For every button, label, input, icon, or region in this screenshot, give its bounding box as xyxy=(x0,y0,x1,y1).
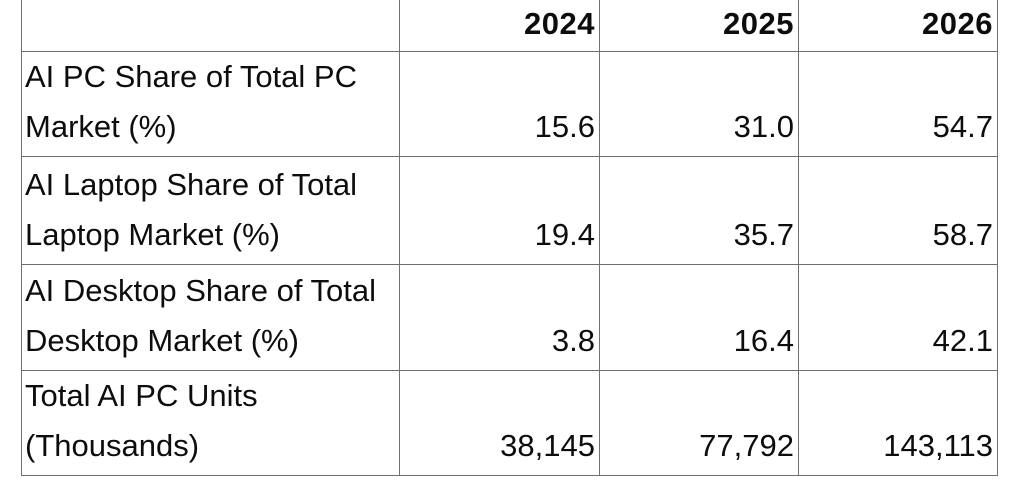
cell-value: 38,145 xyxy=(399,370,600,476)
cell-value: 143,113 xyxy=(798,370,998,476)
header-year-2024: 2024 xyxy=(399,0,600,52)
table-row-ai-desktop-share: AI Desktop Share of Total Desktop Market… xyxy=(21,264,998,371)
row-label: AI Laptop Share of Total Laptop Market (… xyxy=(21,156,400,265)
cell-value: 58.7 xyxy=(798,156,998,265)
header-year-2026: 2026 xyxy=(798,0,998,52)
row-label: AI PC Share of Total PC Market (%) xyxy=(21,51,400,157)
cell-value: 42.1 xyxy=(798,264,998,371)
cell-value: 16.4 xyxy=(599,264,799,371)
cell-value: 19.4 xyxy=(399,156,600,265)
ai-pc-forecast-table: 2024 2025 2026 AI PC Share of Total PC M… xyxy=(21,0,998,476)
row-label: AI Desktop Share of Total Desktop Market… xyxy=(21,264,400,371)
row-label: Total AI PC Units (Thousands) xyxy=(21,370,400,476)
cell-value: 3.8 xyxy=(399,264,600,371)
header-empty-cell xyxy=(21,0,400,52)
header-row: 2024 2025 2026 xyxy=(21,0,998,52)
cell-value: 35.7 xyxy=(599,156,799,265)
header-year-2025: 2025 xyxy=(599,0,799,52)
table-row-total-ai-pc-units: Total AI PC Units (Thousands) 38,145 77,… xyxy=(21,370,998,476)
cell-value: 31.0 xyxy=(599,51,799,157)
cell-value: 77,792 xyxy=(599,370,799,476)
table-row-ai-laptop-share: AI Laptop Share of Total Laptop Market (… xyxy=(21,156,998,265)
cell-value: 15.6 xyxy=(399,51,600,157)
cell-value: 54.7 xyxy=(798,51,998,157)
table-row-ai-pc-share: AI PC Share of Total PC Market (%) 15.6 … xyxy=(21,51,998,157)
